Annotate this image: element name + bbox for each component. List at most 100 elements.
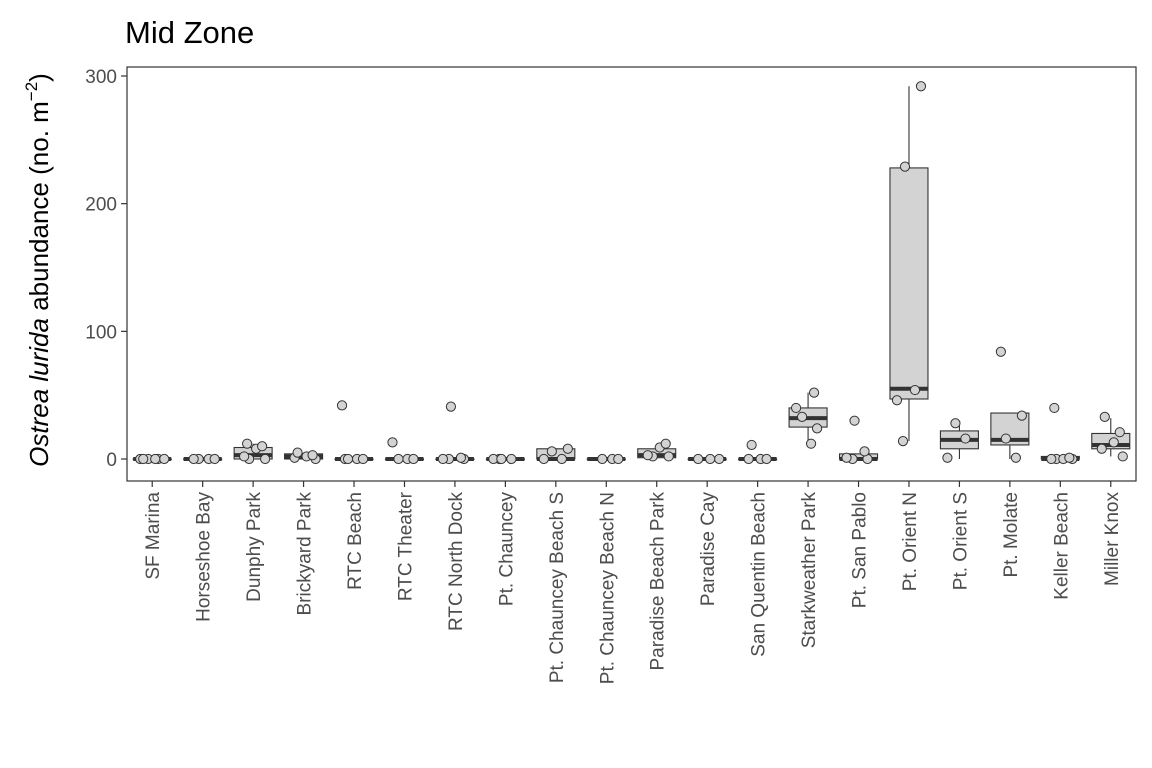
chart-title: Mid Zone [125,15,254,50]
data-point [960,433,971,444]
svg-text:Ostrea lurida abundance (no. m: Ostrea lurida abundance (no. m−2) [22,73,54,467]
data-point [841,452,852,463]
x-tick-label: Pt. Chauncey [496,492,517,607]
data-point [506,453,517,465]
data-point [761,453,772,465]
data-point [705,453,716,465]
data-point [1117,451,1128,462]
data-point [891,395,903,406]
x-tick-label: RTC Beach [345,492,366,590]
data-point [597,453,608,465]
data-point [562,443,573,454]
data-point [387,437,398,448]
x-tick-label: Paradise Cay [698,492,719,607]
data-point [790,402,802,414]
data-point [260,453,271,465]
data-point [1046,453,1057,465]
x-tick-label: San Quentin Beach [749,492,770,657]
y-tick-label: 0 [106,450,117,471]
data-point [292,447,303,458]
x-tick-label: SF Marina [143,492,164,580]
data-point [714,453,725,465]
x-tick-label: Horseshoe Bay [194,492,215,622]
data-point [805,438,817,449]
x-tick-label: Pt. Chauncey Beach N [597,492,618,684]
data-point [496,453,507,465]
plot-area: 0 100 200 300 SF Marina Horseshoe Bay Dunphy P… [85,66,1137,684]
data-point [342,453,354,465]
data-point [556,453,567,465]
x-tick-label: Pt. Chauncey Beach S [547,492,568,683]
x-tick-label: Pt. Molate [1001,492,1022,578]
data-point [257,441,268,452]
box [889,167,929,400]
y-tick-label: 300 [85,67,117,88]
x-tick-label: Dunphy Park [244,492,265,602]
x-tick-label: RTC Theater [395,491,416,601]
data-point [455,452,467,463]
data-point [336,400,348,411]
data-point [239,451,250,462]
data-point [613,453,624,465]
panel-border [126,66,1137,482]
data-point [1016,410,1027,421]
data-point [897,436,909,447]
data-point [307,450,318,461]
data-point [546,446,557,457]
y-tick-label: 100 [85,322,117,343]
data-point [1010,452,1021,463]
x-tick-label: Starkweather Park [799,492,820,649]
data-point [859,446,870,457]
x-tick-label: Miller Knox [1102,492,1123,586]
data-point [437,453,449,465]
y-axis-title-exponent: −2 [22,82,41,101]
data-point [915,81,927,92]
data-point [743,453,754,465]
data-point [899,161,911,172]
data-point [1114,427,1125,438]
y-axis-title-close: ) [24,73,54,82]
data-point [849,415,860,426]
y-tick-label: 200 [85,195,117,216]
data-point [808,387,820,398]
data-point [1000,433,1011,444]
x-tick-label: Keller Beach [1051,492,1072,600]
x-tick-label: Paradise Beach Park [648,492,669,671]
x-tick-label: Pt. San Pablo [850,492,871,608]
y-axis-title-species: Ostrea lurida [24,318,54,467]
data-point [408,453,419,465]
data-point [242,438,253,449]
y-axis-title-text: abundance (no. m [24,101,54,318]
data-point [811,423,823,434]
data-point [693,453,704,465]
data-point [445,401,457,412]
data-point [663,451,674,462]
data-point [150,453,161,465]
data-point [660,438,671,449]
data-point [159,453,170,465]
data-point [1064,452,1075,463]
data-point [188,453,199,465]
y-axis-title: Ostrea lurida abundance (no. m−2) [22,73,54,467]
x-tick-label: Pt. Orient N [900,492,921,591]
data-point [746,439,757,451]
data-point [209,453,220,465]
x-tick-label: Brickyard Park [295,492,316,616]
data-point [1049,402,1060,414]
data-point [642,450,653,461]
data-point [995,346,1006,357]
x-tick-label: RTC North Dock [446,492,467,632]
x-tick-label: Pt. Orient S [950,492,971,590]
data-point [138,453,149,465]
data-point [393,453,404,465]
data-point [909,384,921,396]
data-point [538,453,549,465]
data-point [357,453,369,465]
data-point [942,452,953,463]
data-point [796,411,808,422]
data-point [1096,443,1107,454]
data-point [950,418,961,429]
data-point [1108,437,1119,448]
data-point [1099,411,1110,422]
